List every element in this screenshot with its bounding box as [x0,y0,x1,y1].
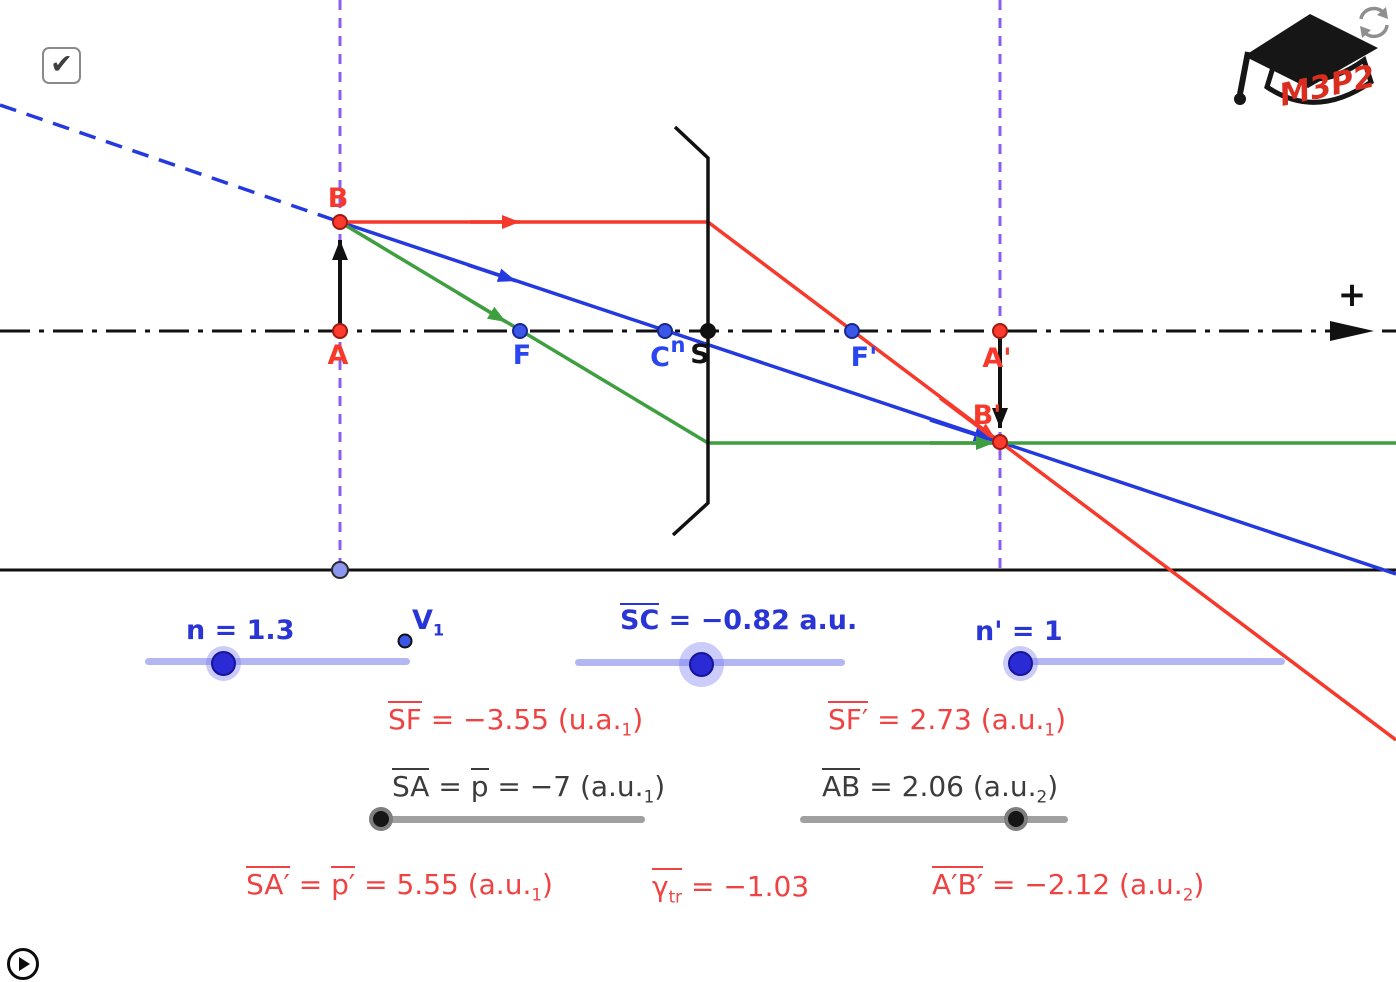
slider-n-track[interactable] [145,651,410,676]
slider-n-label: n = 1.3 [186,615,295,646]
refresh-icon[interactable] [1355,6,1393,40]
slider-sc-label: SC = −0.82 a.u. [620,603,858,636]
cap-board [1244,14,1378,88]
cap-tassel-end [1234,93,1246,105]
label-C: C [650,342,670,373]
readout-sa-prime: SA′ = p′ = 5.55 (a.u.1) [246,866,553,905]
cap-tassel [1237,51,1251,95]
point-S [700,323,716,339]
play-icon [19,957,30,971]
label-S: S [690,339,709,370]
point-F [512,323,528,339]
point-B-prime [992,434,1008,450]
m3p2-logo: M3P2 [1234,14,1378,114]
slider-nprime-handle[interactable] [1008,651,1033,676]
readout-aprime-bprime: A′B′ = −2.12 (a.u.2) [932,866,1205,905]
label-B: B [328,183,349,214]
slider-p-handle[interactable] [369,807,393,831]
point-V1[interactable] [397,633,413,649]
slider-n-handle[interactable] [211,651,236,676]
point-B[interactable] [332,214,348,230]
readout-ab: AB = 2.06 (a.u.2) [822,768,1059,807]
label-A-prime: A' [982,343,1011,374]
blue-ray-virtual-dashed [0,103,341,224]
readout-gamma: γtr = −1.03 [652,868,810,907]
visibility-checkbox[interactable]: ✔ [42,47,81,84]
label-F-prime: F' [851,342,878,373]
point-A [332,323,348,339]
readout-sf: SF = −3.55 (u.a.1) [388,701,644,740]
blue-ray-arrow [467,263,517,283]
slider-nprime-label: n' = 1 [975,616,1063,647]
slider-nprime-track[interactable] [1008,651,1285,676]
readout-sf-prime: SF′ = 2.73 (a.u.1) [828,701,1067,740]
label-B-prime: B' [973,400,1002,431]
slider-ab-handle[interactable] [1004,807,1028,831]
slider-p-track[interactable] [369,807,645,831]
label-F: F [513,340,531,371]
red-ray-refracted [706,220,1396,742]
point-F-prime [844,323,860,339]
slider-sc-handle[interactable] [689,652,714,677]
label-A: A [328,340,349,371]
label-n-small: n [671,333,686,357]
green-ray-arrow [457,291,507,324]
play-button[interactable] [7,948,39,980]
axis-plus-sign: + [1338,275,1367,315]
point-C [657,323,673,339]
point-A-prime [992,323,1008,339]
slider-sc-track[interactable] [575,652,845,677]
readout-sa: SA = p = −7 (a.u.1) [392,768,666,807]
point-v1-label: V1 [412,605,445,640]
point-baseline-drag[interactable] [331,561,349,579]
optical-axis-arrowhead [1330,321,1374,341]
slider-ab-track[interactable] [800,807,1068,831]
